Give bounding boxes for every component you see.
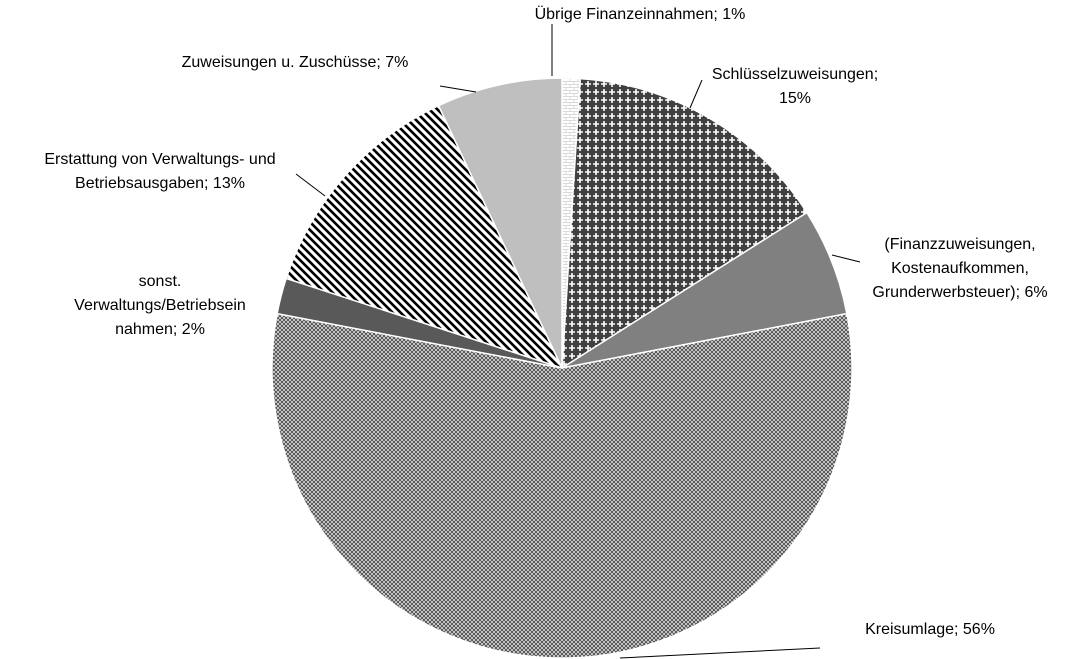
leader-line — [439, 85, 477, 93]
data-label: Übrige Finanzeinnahmen; 1% — [535, 5, 746, 23]
pie-slice — [285, 104, 564, 370]
data-label: (Finanzzuweisungen, — [884, 236, 1035, 253]
leader-line — [619, 647, 821, 659]
leader-line — [831, 254, 861, 263]
leader-line — [295, 173, 326, 197]
data-label: Grunderwerbsteuer); 6% — [872, 284, 1047, 301]
data-label: Kreisumlage; 56% — [865, 621, 995, 638]
data-label: Zuweisungen u. Zuschüsse; 7% — [182, 54, 409, 71]
pie-slice — [561, 77, 808, 370]
data-label: sonst. — [139, 273, 182, 290]
pie-slice — [437, 77, 563, 369]
data-label: Verwaltungs/Betriebsein — [74, 297, 246, 314]
data-label: Erstattung von Verwaltungs- und — [44, 151, 275, 168]
leader-line — [689, 79, 703, 109]
pie-slice — [271, 312, 853, 659]
data-label: nahmen; 2% — [115, 321, 205, 338]
data-label: Kostenaufkommen, — [891, 260, 1029, 277]
data-label: Betriebsausgaben; 13% — [75, 175, 245, 192]
data-label: Schlüsselzuweisungen; — [712, 66, 878, 83]
data-label: 15% — [779, 90, 811, 107]
